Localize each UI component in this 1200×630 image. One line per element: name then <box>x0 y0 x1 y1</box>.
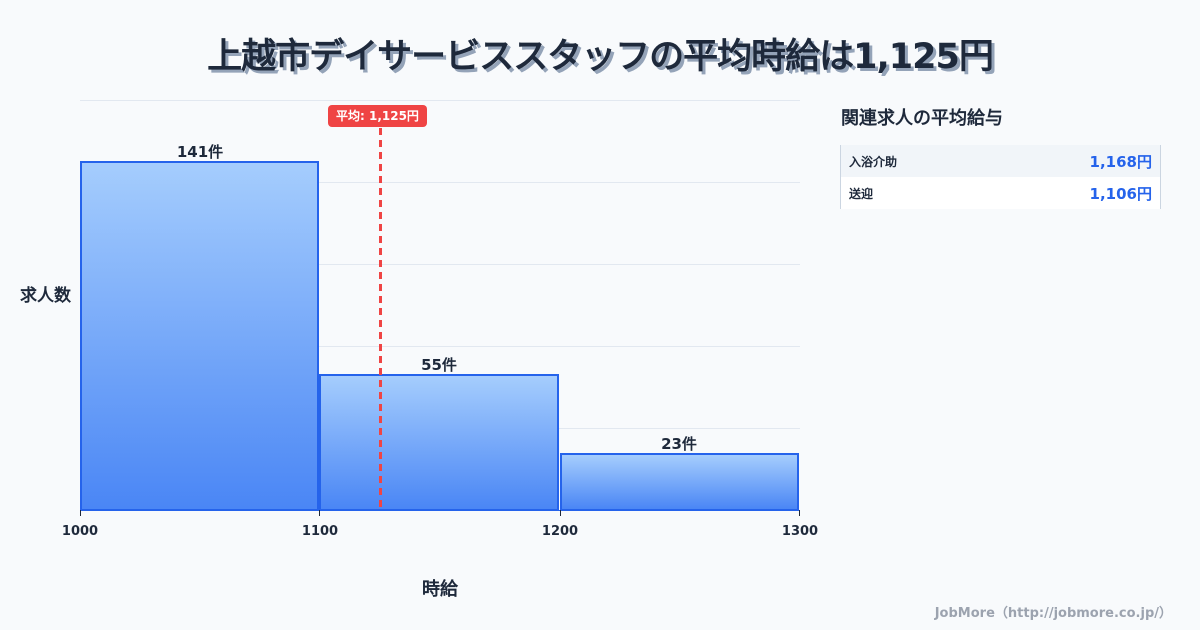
related-salary-row: 入浴介助 1,168円 <box>841 145 1160 177</box>
related-salary-title: 関連求人の平均給与 <box>841 108 1003 129</box>
bar-1100-1200 <box>319 374 559 511</box>
x-axis-label: 時給 <box>422 579 458 600</box>
x-tick-label: 1200 <box>541 524 579 539</box>
x-tick-label: 1100 <box>301 524 339 539</box>
job-name: 送迎 <box>849 186 874 201</box>
mean-badge: 平均: 1,125円 <box>328 105 427 127</box>
gridline <box>80 100 800 101</box>
x-tick <box>80 510 81 516</box>
related-salary-table: 入浴介助 1,168円 送迎 1,106円 <box>840 145 1161 209</box>
gridline <box>80 264 800 265</box>
bar-value-label: 141件 <box>176 143 224 161</box>
x-tick <box>560 510 561 516</box>
bar-1000-1100 <box>80 161 319 511</box>
x-tick-label: 1000 <box>61 524 99 539</box>
gridline <box>80 182 800 183</box>
x-tick-label: 1300 <box>781 524 819 539</box>
job-salary: 1,168円 <box>1089 152 1152 171</box>
page-title: 上越市デイサービススタッフの平均時給は1,125円 <box>207 37 994 77</box>
y-axis-label: 求人数 <box>20 286 71 306</box>
x-tick <box>319 510 320 516</box>
gridline <box>80 346 800 347</box>
job-name: 入浴介助 <box>849 154 898 169</box>
bar-value-label: 23件 <box>661 435 697 453</box>
job-salary: 1,106円 <box>1089 184 1152 203</box>
bar-1200-1300 <box>560 453 799 511</box>
histogram-chart: 141件 55件 23件 1000 1100 1200 1300 平均: 1,1… <box>20 100 819 600</box>
related-salary-row: 送迎 1,106円 <box>841 177 1160 209</box>
mean-line <box>379 128 382 510</box>
footer-credit: JobMore（http://jobmore.co.jp/） <box>934 606 1172 621</box>
bar-value-label: 55件 <box>421 356 457 374</box>
x-axis-line <box>80 510 800 511</box>
x-tick <box>799 510 800 516</box>
